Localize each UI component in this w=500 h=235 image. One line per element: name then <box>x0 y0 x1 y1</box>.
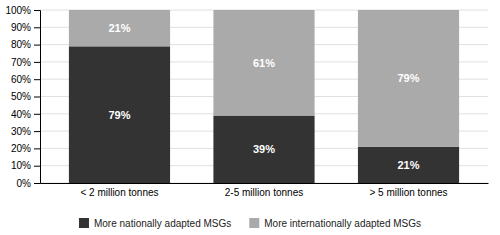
bar <box>358 10 459 147</box>
bar <box>69 46 170 183</box>
bar <box>213 116 314 183</box>
data-label: 39% <box>253 143 275 155</box>
legend: More nationally adapted MSGs More interna… <box>79 218 421 229</box>
tick: < 2 million tonnes <box>80 187 158 198</box>
tick: 70% <box>11 57 40 68</box>
tick: 10% <box>11 160 40 171</box>
legend-item: More internationally adapted MSGs <box>249 218 421 229</box>
chart: 79% 39% 21% 21% 61% 79% 0% 10% 20% 30% 40% 50% 60% 70… <box>0 0 500 235</box>
tick: > 5 million tonnes <box>369 187 447 198</box>
tick-mark <box>34 131 40 132</box>
tick-label: > 5 million tonnes <box>369 187 447 198</box>
tick-label: 10% <box>11 160 31 171</box>
tick: 2-5 million tonnes <box>225 187 303 198</box>
legend-label: More internationally adapted MSGs <box>264 218 421 229</box>
tick-mark <box>34 10 40 11</box>
tick: 50% <box>11 91 40 102</box>
tick: 40% <box>11 109 40 120</box>
tick-mark <box>34 97 40 98</box>
tick-label: 30% <box>11 126 31 137</box>
tick-label: 2-5 million tonnes <box>225 187 303 198</box>
tick-mark <box>34 79 40 80</box>
axis-line <box>41 183 489 184</box>
tick: 60% <box>11 74 40 85</box>
tick: 80% <box>11 39 40 50</box>
tick: 30% <box>11 126 40 137</box>
axis-line <box>34 11 41 184</box>
tick: 20% <box>11 143 40 154</box>
data-label: 79% <box>398 72 420 84</box>
data-labels: 79% 39% 21% 21% 61% 79% <box>108 22 419 171</box>
tick-label: 20% <box>11 143 31 154</box>
tick: 100% <box>5 5 40 16</box>
tick-mark <box>34 183 40 184</box>
tick-label: 70% <box>11 57 31 68</box>
grid <box>40 10 488 183</box>
tick-mark <box>34 114 40 115</box>
tick-label: 90% <box>11 22 31 33</box>
tick-label: 80% <box>11 39 31 50</box>
tick: 90% <box>11 22 40 33</box>
tick-mark <box>34 62 40 63</box>
tick-mark <box>34 45 40 46</box>
series <box>69 10 459 147</box>
tick-label: 50% <box>11 91 31 102</box>
legend-label: More nationally adapted MSGs <box>94 218 231 229</box>
legend-item: More nationally adapted MSGs <box>79 218 231 229</box>
data-label: 61% <box>253 57 275 69</box>
tick-label: 60% <box>11 74 31 85</box>
tick-mark <box>34 27 40 28</box>
data-label: 21% <box>398 159 420 171</box>
y-axis: 0% 10% 20% 30% 40% 50% 60% 70% 80% 90% 100% <box>5 5 40 189</box>
bar <box>358 147 459 183</box>
tick-mark <box>34 148 40 149</box>
x-axis: < 2 million tonnes 2-5 million tonnes > 5 … <box>41 184 489 199</box>
data-label: 79% <box>108 109 130 121</box>
tick-label: 100% <box>5 5 31 16</box>
legend-swatch <box>249 218 259 228</box>
legend-swatch <box>79 218 89 228</box>
tick-mark <box>34 166 40 167</box>
tick-label: 0% <box>17 178 32 189</box>
tick: 0% <box>17 178 40 189</box>
bar <box>213 10 314 116</box>
plot: 79% 39% 21% 21% 61% 79% 0% 10% 20% 30% 40% 50% 60% 70… <box>5 5 488 198</box>
tick-label: < 2 million tonnes <box>80 187 158 198</box>
bars <box>69 10 459 183</box>
tick-label: 40% <box>11 109 31 120</box>
bar <box>69 10 170 46</box>
data-label: 21% <box>108 22 130 34</box>
